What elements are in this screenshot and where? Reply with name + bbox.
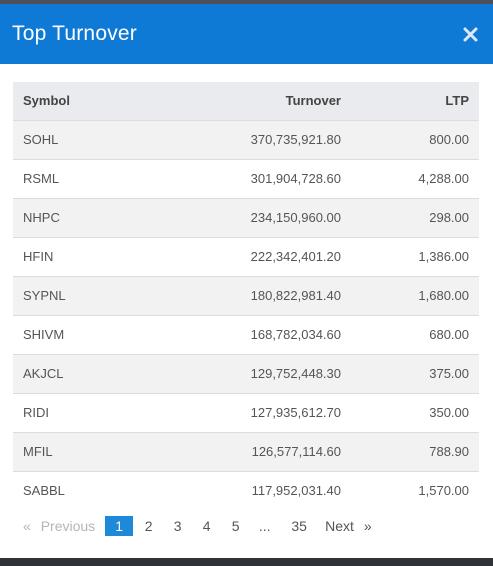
cell-symbol: MFIL (23, 444, 53, 459)
cell-ltp: 1,386.00 (418, 249, 469, 264)
cell-ltp: 800.00 (429, 132, 469, 147)
close-icon (463, 27, 477, 41)
page-button-last[interactable]: 35 (291, 518, 307, 534)
double-chevron-left-icon: « (23, 518, 31, 534)
table-row[interactable]: SHIVM 168,782,034.60 680.00 (13, 315, 479, 354)
cell-turnover: 168,782,034.60 (250, 327, 341, 342)
cell-symbol: SOHL (23, 132, 59, 147)
cell-turnover: 126,577,114.60 (251, 444, 341, 459)
table-row[interactable]: SOHL 370,735,921.80 800.00 (13, 120, 479, 159)
turnover-table: Symbol Turnover LTP SOHL 370,735,921.80 80… (13, 82, 479, 510)
column-header-symbol[interactable]: Symbol (23, 93, 70, 109)
cell-symbol: SHIVM (23, 327, 65, 342)
modal-title: Top Turnover (12, 22, 137, 45)
cell-ltp: 375.00 (429, 366, 469, 381)
cell-symbol: AKJCL (23, 366, 64, 381)
cell-ltp: 1,680.00 (418, 288, 469, 303)
table-row[interactable]: AKJCL 129,752,448.30 375.00 (13, 354, 479, 393)
cell-turnover: 117,952,031.40 (251, 483, 341, 499)
page-ellipsis: ... (258, 518, 271, 534)
modal-header: Top Turnover (0, 4, 493, 64)
double-chevron-right-icon: » (363, 518, 372, 534)
table-row[interactable]: RIDI 127,935,612.70 350.00 (13, 393, 479, 432)
cell-turnover: 129,752,448.30 (250, 366, 341, 381)
page-button-5[interactable]: 5 (231, 518, 240, 534)
cell-ltp: 680.00 (429, 327, 469, 342)
cell-turnover: 180,822,981.40 (250, 288, 341, 303)
next-page-button[interactable]: Next » (325, 518, 371, 534)
cell-turnover: 222,342,401.20 (250, 249, 341, 264)
table-header-row: Symbol Turnover LTP (13, 82, 479, 120)
table-body: SOHL 370,735,921.80 800.00 RSML 301,904,728.… (13, 120, 479, 510)
column-header-turnover[interactable]: Turnover (285, 93, 341, 109)
backdrop (0, 0, 493, 4)
cell-symbol: SYPNL (23, 288, 66, 303)
cell-turnover: 370,735,921.80 (250, 132, 341, 147)
backdrop-footer (0, 558, 493, 566)
cell-turnover: 301,904,728.60 (250, 171, 341, 186)
cell-ltp: 350.00 (429, 405, 469, 420)
page-button-2[interactable]: 2 (144, 518, 153, 534)
previous-label: Previous (40, 518, 96, 534)
table-row[interactable]: NHPC 234,150,960.00 298.00 (13, 198, 479, 237)
table-row[interactable]: RSML 301,904,728.60 4,288.00 (13, 159, 479, 198)
cell-ltp: 298.00 (429, 210, 469, 225)
close-button[interactable] (459, 23, 481, 45)
previous-page-button[interactable]: « Previous (23, 518, 95, 534)
cell-turnover: 234,150,960.00 (250, 210, 341, 225)
column-header-ltp[interactable]: LTP (445, 93, 469, 109)
cell-symbol: RIDI (23, 405, 49, 420)
modal-body: Symbol Turnover LTP SOHL 370,735,921.80 80… (0, 64, 493, 539)
page-button-1[interactable]: 1 (105, 516, 134, 536)
cell-ltp: 788.90 (429, 444, 469, 459)
cell-ltp: 4,288.00 (418, 171, 469, 186)
table-row[interactable]: SYPNL 180,822,981.40 1,680.00 (13, 276, 479, 315)
table-row[interactable]: SABBL 117,952,031.40 1,570.00 (13, 471, 479, 510)
cell-turnover: 127,935,612.70 (250, 405, 341, 420)
next-label: Next (325, 518, 354, 534)
cell-symbol: SABBL (23, 483, 65, 499)
page-button-3[interactable]: 3 (173, 518, 182, 534)
pagination: « Previous 1 2 3 4 5 ... 35 Next » (13, 513, 479, 539)
cell-symbol: RSML (23, 171, 60, 186)
table-row[interactable]: HFIN 222,342,401.20 1,386.00 (13, 237, 479, 276)
page-button-4[interactable]: 4 (202, 518, 211, 534)
table-row[interactable]: MFIL 126,577,114.60 788.90 (13, 432, 479, 471)
cell-symbol: HFIN (23, 249, 54, 264)
top-turnover-modal: Top Turnover Symbol Turnover LTP SOHL 370… (0, 4, 493, 558)
cell-symbol: NHPC (23, 210, 60, 225)
cell-ltp: 1,570.00 (418, 483, 469, 499)
